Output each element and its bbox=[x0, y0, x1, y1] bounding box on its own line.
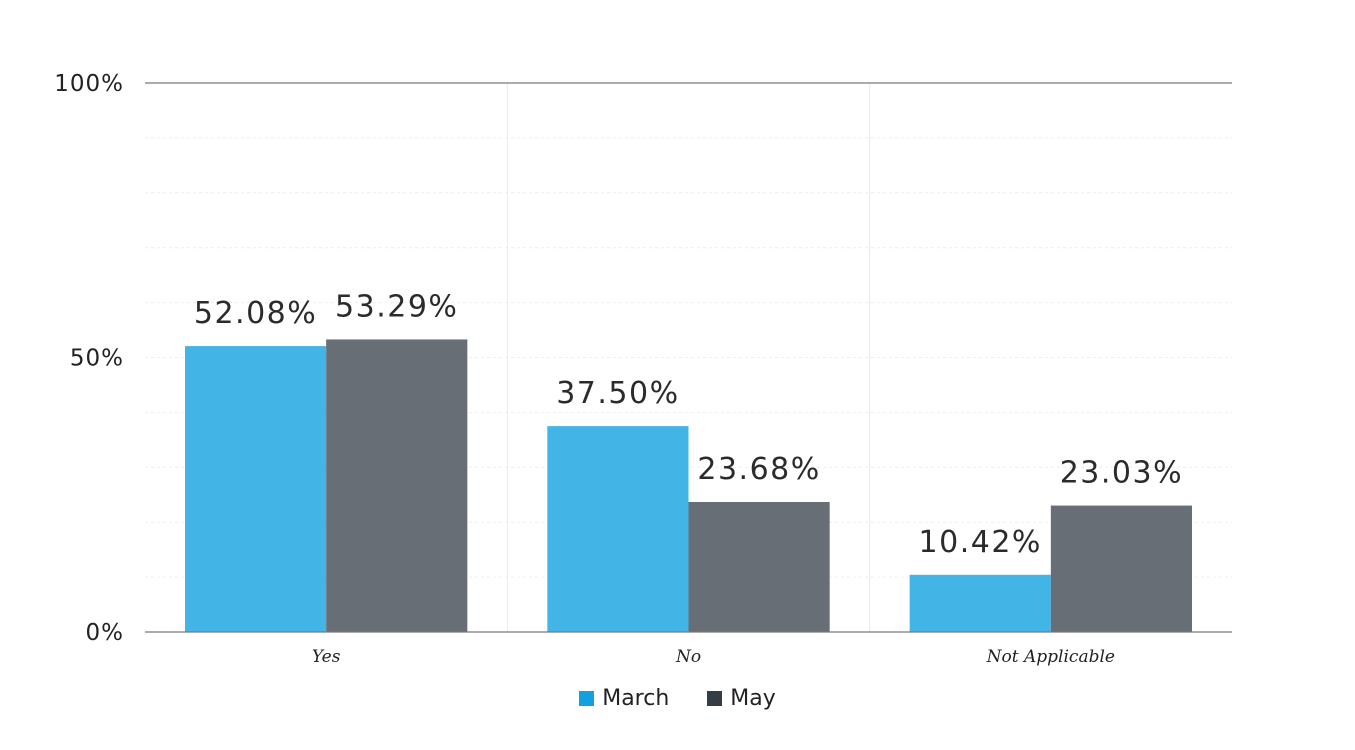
data-label: 23.68% bbox=[697, 452, 820, 487]
legend-label-march: March bbox=[602, 686, 670, 711]
legend-swatch-may bbox=[707, 691, 723, 706]
bar-may-not-applicable[interactable] bbox=[1050, 505, 1192, 632]
legend-item-may[interactable]: May bbox=[707, 686, 776, 711]
y-tick-label: 0% bbox=[86, 620, 125, 646]
y-tick-label: 50% bbox=[70, 346, 124, 372]
x-tick-label: Yes bbox=[312, 647, 341, 667]
data-label: 53.29% bbox=[335, 289, 458, 324]
data-label: 52.08% bbox=[194, 296, 317, 331]
y-axis-ticks: 0% 50% 100% bbox=[54, 71, 125, 646]
axes bbox=[145, 82, 1232, 633]
bars bbox=[185, 339, 1192, 632]
x-tick-label: Not Applicable bbox=[986, 647, 1115, 667]
x-axis-ticks: Yes No Not Applicable bbox=[312, 647, 1115, 667]
legend: March May bbox=[0, 686, 1355, 711]
data-label: 10.42% bbox=[919, 525, 1042, 560]
data-label: 37.50% bbox=[556, 376, 679, 411]
bar-march-yes[interactable] bbox=[185, 346, 327, 632]
data-label: 23.03% bbox=[1060, 456, 1183, 491]
x-tick-label: No bbox=[675, 647, 701, 667]
legend-item-march[interactable]: March bbox=[579, 686, 669, 711]
legend-swatch-march bbox=[579, 691, 595, 706]
y-tick-label: 100% bbox=[54, 71, 124, 97]
bar-march-not-applicable[interactable] bbox=[909, 574, 1051, 632]
legend-label-may: May bbox=[730, 686, 776, 711]
bar-march-no[interactable] bbox=[547, 426, 689, 632]
bar-may-yes[interactable] bbox=[326, 339, 468, 632]
data-labels: 52.08% 53.29% 37.50% 23.68% 10.42% 23.03% bbox=[194, 289, 1183, 560]
bar-may-no[interactable] bbox=[688, 501, 830, 632]
